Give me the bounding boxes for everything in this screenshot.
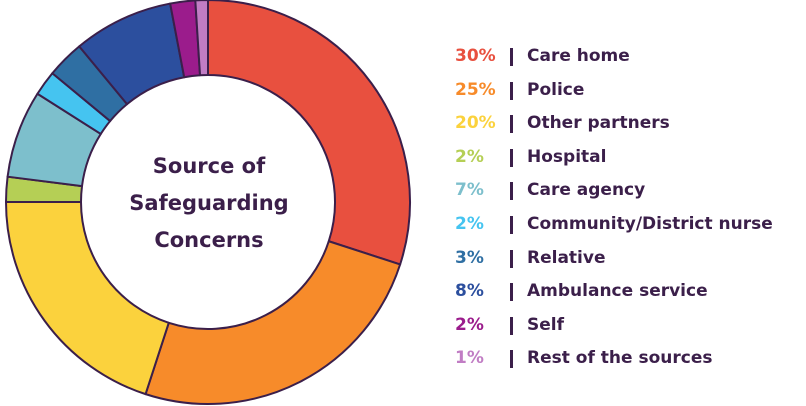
legend-percent: 20% <box>455 113 496 134</box>
slice-care-home <box>207 0 411 266</box>
chart-title-line-2: Safeguarding <box>129 191 289 215</box>
chart-title-line-1: Source of <box>152 154 266 178</box>
legend-item-self: 2% Self <box>455 309 806 343</box>
chart-title: Source of Safeguarding Concerns <box>104 148 314 259</box>
legend-separator <box>510 350 513 369</box>
legend-item-community-district-nurse: 2% Community/District nurse <box>455 208 806 242</box>
legend-label: Care agency <box>527 180 646 201</box>
legend-label: Community/District nurse <box>527 213 773 234</box>
legend-separator <box>510 316 513 335</box>
legend-label: Care home <box>527 46 630 66</box>
legend-percent: 2% <box>455 213 484 234</box>
legend: 30% Care home 25% Police 20% Other partn… <box>455 40 806 376</box>
legend-item-care-agency: 7% Care agency <box>455 174 806 208</box>
slice-rest-of-the-sources <box>194 0 209 77</box>
legend-separator <box>510 215 513 234</box>
legend-separator <box>510 249 513 268</box>
legend-separator <box>510 283 513 302</box>
legend-item-ambulance-service: 8% Ambulance service <box>455 275 806 309</box>
legend-label: Relative <box>527 247 606 268</box>
legend-label: Hospital <box>527 146 607 167</box>
legend-item-relative: 3% Relative <box>455 242 806 276</box>
legend-label: Ambulance service <box>527 281 708 302</box>
legend-percent: 7% <box>455 180 484 201</box>
chart-title-line-3: Concerns <box>154 228 264 252</box>
legend-item-hospital: 2% Hospital <box>455 141 806 175</box>
legend-percent: 2% <box>455 146 484 167</box>
legend-label: Other partners <box>527 113 670 134</box>
legend-percent: 1% <box>455 348 484 369</box>
legend-item-care-home: 30% Care home <box>455 40 806 74</box>
legend-separator <box>510 148 513 167</box>
legend-separator <box>510 48 513 66</box>
legend-percent: 2% <box>455 314 484 335</box>
legend-percent: 25% <box>455 79 496 100</box>
legend-label: Rest of the sources <box>527 348 713 369</box>
legend-percent: 8% <box>455 281 484 302</box>
donut-chart <box>5 0 411 405</box>
legend-separator <box>510 81 513 100</box>
legend-separator <box>510 182 513 201</box>
legend-item-other-partners: 20% Other partners <box>455 107 806 141</box>
legend-label: Police <box>527 79 585 100</box>
legend-item-police: 25% Police <box>455 74 806 108</box>
legend-percent: 30% <box>455 46 496 66</box>
slice-police <box>144 240 402 405</box>
legend-separator <box>510 115 513 134</box>
legend-label: Self <box>527 314 564 335</box>
legend-percent: 3% <box>455 247 484 268</box>
legend-item-rest-of-the-sources: 1% Rest of the sources <box>455 342 806 376</box>
slice-other-partners <box>5 201 170 396</box>
